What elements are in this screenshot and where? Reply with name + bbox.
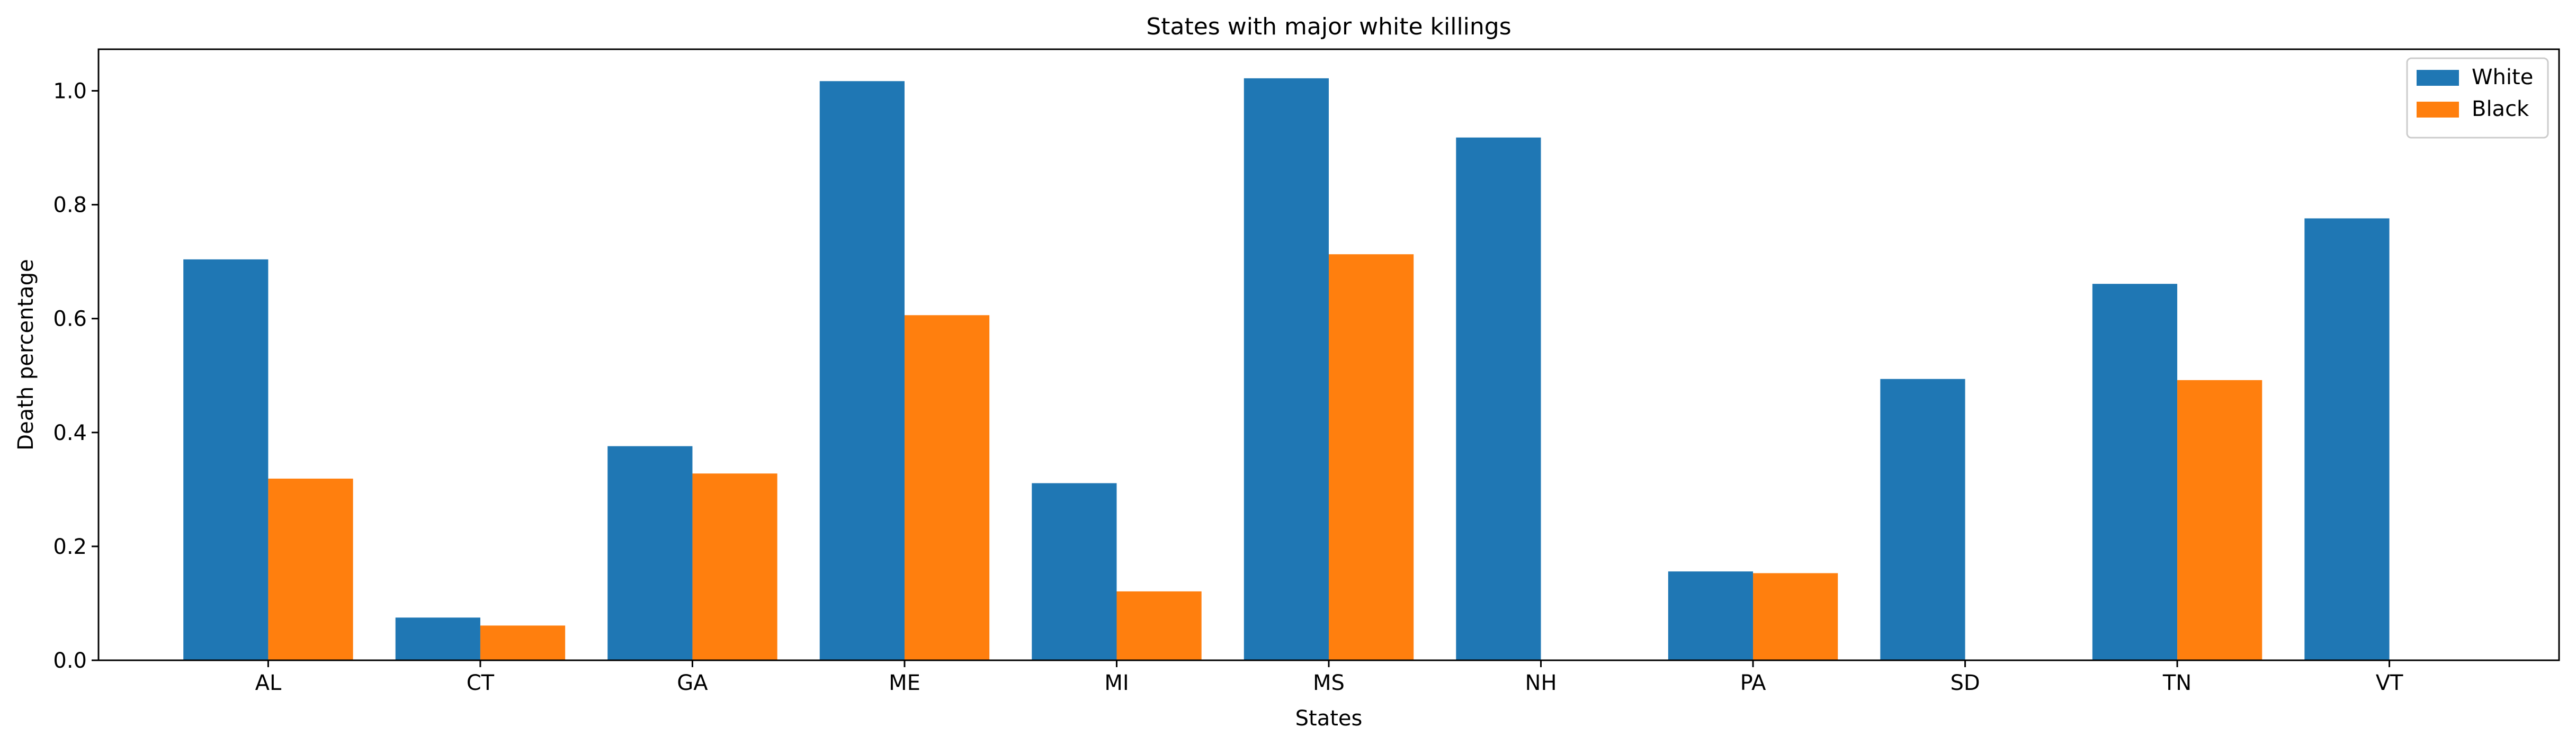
bar-white-mi bbox=[1032, 483, 1117, 660]
bar-white-pa bbox=[1668, 571, 1754, 660]
x-tick-label-ct: CT bbox=[467, 671, 495, 695]
x-tick-label-pa: PA bbox=[1740, 671, 1767, 695]
legend: White Black bbox=[2406, 57, 2549, 139]
x-tick-label-tn: TN bbox=[2162, 671, 2192, 695]
legend-label-black: Black bbox=[2472, 97, 2529, 121]
bar-black-ga bbox=[692, 473, 777, 660]
chart-title: States with major white killings bbox=[1146, 13, 1511, 40]
bar-white-al bbox=[183, 259, 269, 660]
plot-frame bbox=[97, 48, 2560, 661]
x-tick-label-mi: MI bbox=[1104, 671, 1129, 695]
bar-black-me bbox=[904, 315, 990, 660]
bar-white-ga bbox=[607, 446, 693, 660]
y-axis-label: Death percentage bbox=[14, 259, 38, 450]
bar-black-mi bbox=[1116, 591, 1202, 660]
bars-group bbox=[183, 78, 2390, 661]
y-tick-label: 0.6 bbox=[53, 307, 87, 331]
bar-white-sd bbox=[1880, 379, 1965, 660]
bar-white-ms bbox=[1244, 78, 1329, 661]
bar-white-tn bbox=[2092, 284, 2178, 660]
x-tick-label-vt: VT bbox=[2376, 671, 2403, 695]
y-tick-label: 0.8 bbox=[53, 193, 87, 218]
y-tick-label: 0.4 bbox=[53, 421, 87, 445]
x-tick-label-nh: NH bbox=[1525, 671, 1557, 695]
y-tick-label: 0.2 bbox=[53, 535, 87, 559]
x-axis: AL CT GA ME MI MS NH PA SD TN VT bbox=[255, 660, 2403, 695]
bar-black-pa bbox=[1753, 573, 1838, 660]
x-tick-label-sd: SD bbox=[1950, 671, 1980, 695]
legend-label-white: White bbox=[2472, 65, 2533, 89]
bar-white-me bbox=[819, 81, 905, 661]
y-tick-label: 1.0 bbox=[53, 79, 87, 104]
bar-white-ct bbox=[395, 617, 480, 660]
x-tick-label-al: AL bbox=[255, 671, 282, 695]
bar-black-tn bbox=[2177, 380, 2262, 660]
x-tick-label-ms: MS bbox=[1313, 671, 1345, 695]
bar-black-ms bbox=[1329, 254, 1414, 660]
x-tick-label-me: ME bbox=[889, 671, 920, 695]
bar-black-ct bbox=[480, 625, 566, 660]
bar-white-nh bbox=[1456, 137, 1541, 660]
y-axis: 0.0 0.2 0.4 0.6 0.8 1.0 bbox=[53, 79, 99, 673]
x-tick-label-ga: GA bbox=[677, 671, 708, 695]
legend-swatch-black bbox=[2417, 102, 2459, 118]
bar-black-al bbox=[268, 478, 353, 660]
y-tick-label: 0.0 bbox=[53, 649, 87, 673]
legend-swatch-white bbox=[2417, 70, 2459, 86]
bar-white-vt bbox=[2304, 218, 2390, 660]
x-axis-label: States bbox=[1295, 706, 1363, 731]
